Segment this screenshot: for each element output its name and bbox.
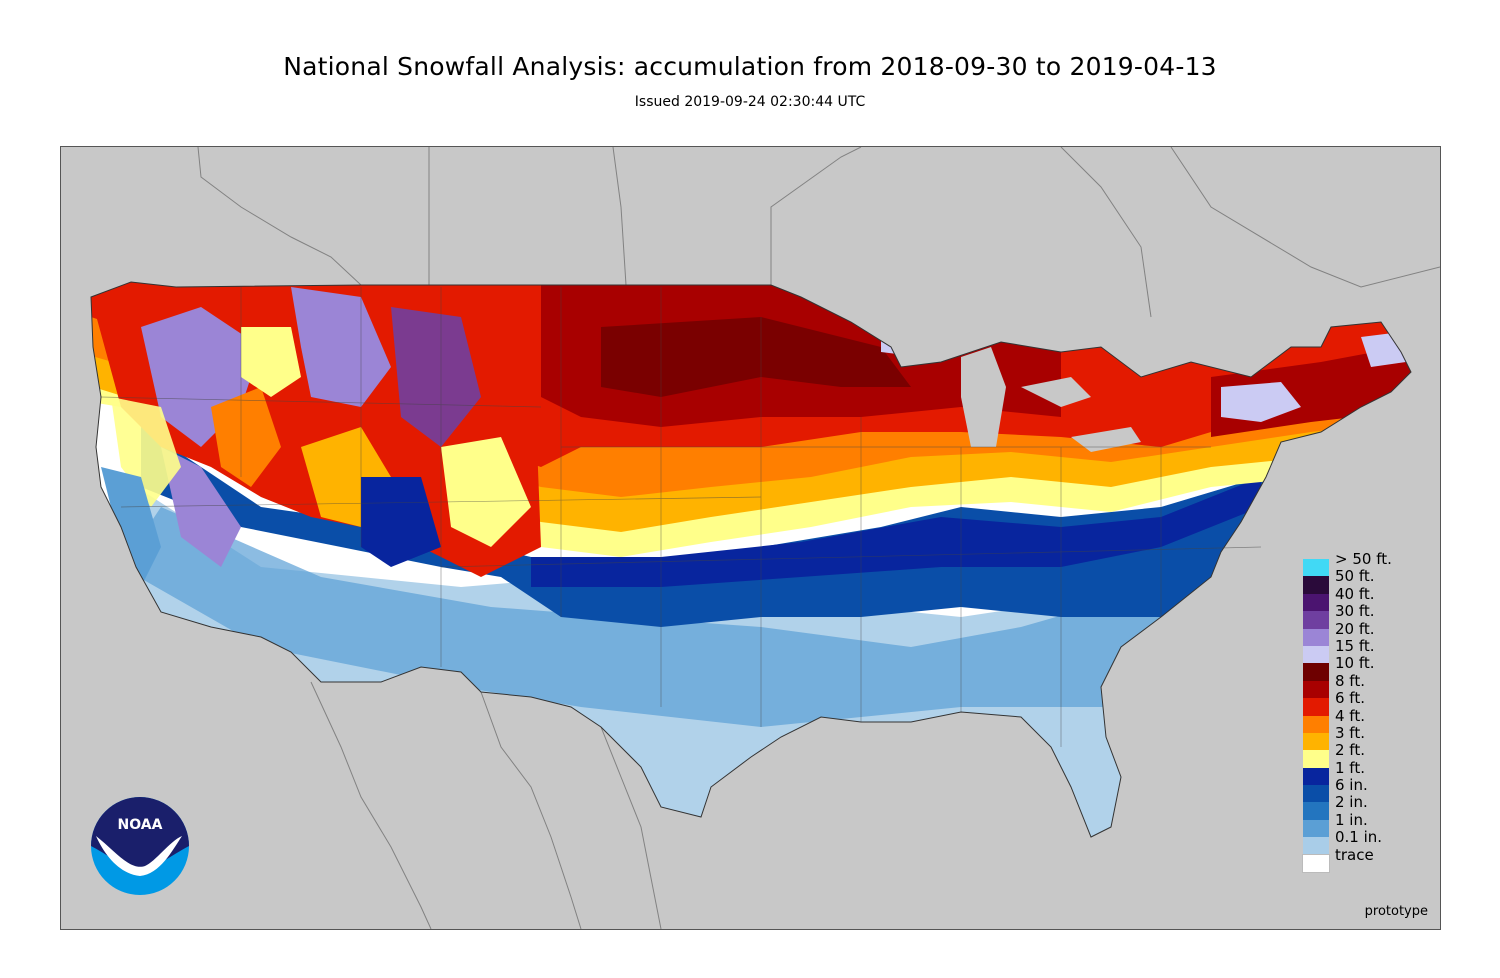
legend-swatch [1303,559,1329,577]
legend-label: 40 ft. [1335,584,1375,603]
legend-label: trace [1335,845,1374,864]
legend-label: 30 ft. [1335,602,1375,621]
noaa-logo-text: NOAA [118,817,163,833]
legend-label: 20 ft. [1335,619,1375,638]
legend-swatch [1303,767,1329,786]
legend-swatch [1303,802,1329,820]
legend-label: 1 ft. [1335,758,1365,777]
legend-swatch [1303,628,1329,646]
legend-swatch [1303,698,1329,716]
legend-label: 0.1 in. [1335,828,1383,847]
prototype-label: prototype [1364,904,1428,919]
legend-label: 3 ft. [1335,723,1365,742]
legend-swatch [1303,680,1329,699]
legend-swatch [1303,750,1329,768]
legend-label: 2 ft. [1335,741,1365,760]
legend-swatch [1303,611,1329,629]
legend-label: 6 in. [1335,776,1368,795]
legend-label: 2 in. [1335,793,1368,812]
legend-label: 8 ft. [1335,671,1365,690]
snowfall-map: > 50 ft. 50 ft. 40 ft. 30 ft. 20 ft. 15 ft. 10… [60,146,1441,930]
legend-label: > 50 ft. [1335,550,1392,568]
legend-label: 15 ft. [1335,636,1375,655]
legend-swatch [1303,732,1329,751]
legend-swatch [1303,819,1329,838]
legend-swatch [1302,853,1330,874]
legend-swatch [1303,785,1329,803]
legend-label: 4 ft. [1335,706,1365,725]
legend-label: 10 ft. [1335,654,1375,673]
legend-swatch [1303,576,1329,594]
legend-swatch [1303,663,1329,681]
legend-label: 1 in. [1335,810,1368,829]
noaa-logo: NOAA [91,797,189,895]
map-title: National Snowfall Analysis: accumulation… [283,52,1217,81]
map-subtitle: Issued 2019-09-24 02:30:44 UTC [634,94,866,110]
legend-swatch [1303,715,1329,733]
legend-swatch [1303,593,1329,612]
legend-label: 50 ft. [1335,567,1375,586]
legend-label: 6 ft. [1335,689,1365,708]
legend-swatch [1303,837,1329,855]
legend-swatch [1303,645,1329,664]
snowfall-map-graphic [61,147,1440,929]
